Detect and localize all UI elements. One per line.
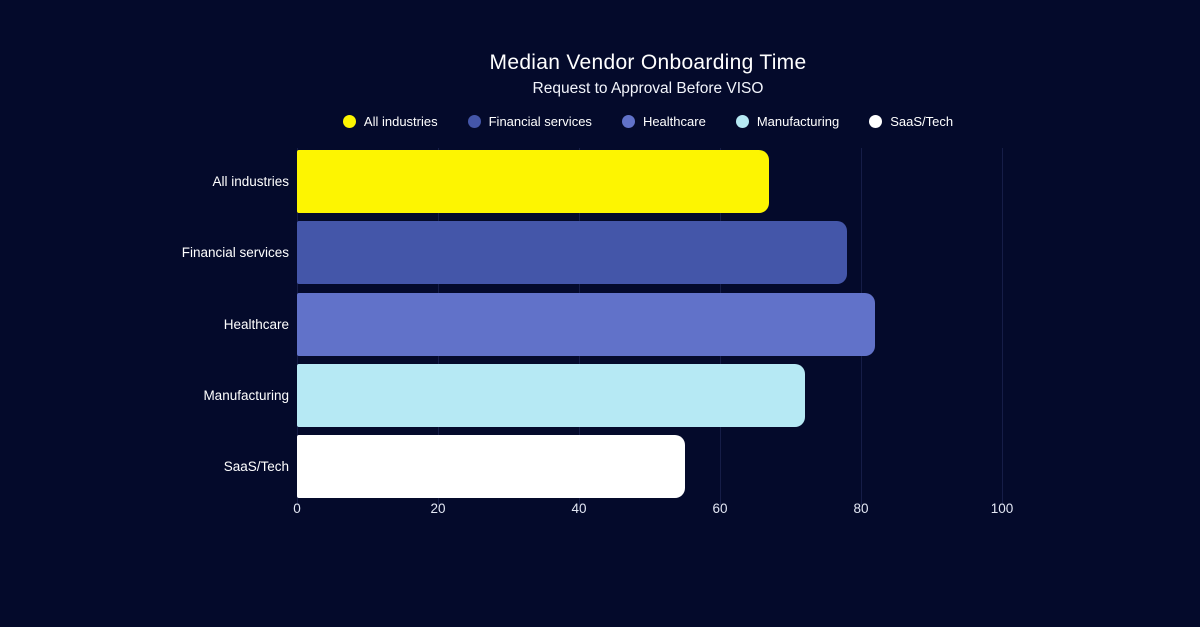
legend-swatch-icon <box>735 115 749 128</box>
x-tick-label: 100 <box>990 501 1014 516</box>
legend-label: Manufacturing <box>756 114 840 129</box>
x-tick-label: 0 <box>293 501 301 516</box>
bar <box>297 150 770 213</box>
legend-swatch-icon <box>621 115 635 128</box>
category-label: All industries <box>212 174 289 189</box>
bar <box>297 292 876 356</box>
legend-item: Manufacturing <box>735 114 840 129</box>
x-tick-label: 40 <box>571 501 587 516</box>
bar <box>297 363 805 427</box>
legend-label: All industries <box>363 114 438 129</box>
legend-item: SaaS/Tech <box>869 114 953 129</box>
gridline <box>1002 148 1003 505</box>
x-tick-label: 20 <box>430 501 446 516</box>
bar-row: All industries <box>0 150 1200 213</box>
legend-item: Financial services <box>467 114 592 129</box>
x-tick-label: 60 <box>712 501 728 516</box>
chart-subtitle: Request to Approval Before VISO <box>532 80 764 97</box>
legend-label: SaaS/Tech <box>890 114 954 129</box>
legend: All industries Financial services Healthca… <box>96 114 1200 129</box>
category-label: Financial services <box>181 245 289 261</box>
bar <box>297 221 847 285</box>
bar-rows: All industries Financial services Healthca… <box>0 150 1200 499</box>
legend-label: Healthcare <box>642 114 706 129</box>
legend-item: All industries <box>342 114 438 129</box>
legend-swatch-icon <box>467 115 481 128</box>
category-label: Manufacturing <box>203 387 289 403</box>
legend-label: Financial services <box>488 114 592 129</box>
bar <box>297 435 685 499</box>
bar-row: Healthcare <box>0 292 1200 356</box>
legend-item: Healthcare <box>621 114 706 129</box>
chart-title: Median Vendor Onboarding Time <box>489 51 807 74</box>
chart-header: Median Vendor Onboarding Time Request to… <box>96 0 1200 129</box>
category-label: Healthcare <box>223 316 289 332</box>
x-tick-label: 80 <box>853 501 869 516</box>
bar-row: Manufacturing <box>0 363 1200 427</box>
category-label: SaaS/Tech <box>223 459 289 475</box>
bar-row: SaaS/Tech <box>0 435 1200 499</box>
legend-swatch-icon <box>342 115 356 128</box>
legend-swatch-icon <box>869 115 883 128</box>
bar-row: Financial services <box>0 221 1200 285</box>
